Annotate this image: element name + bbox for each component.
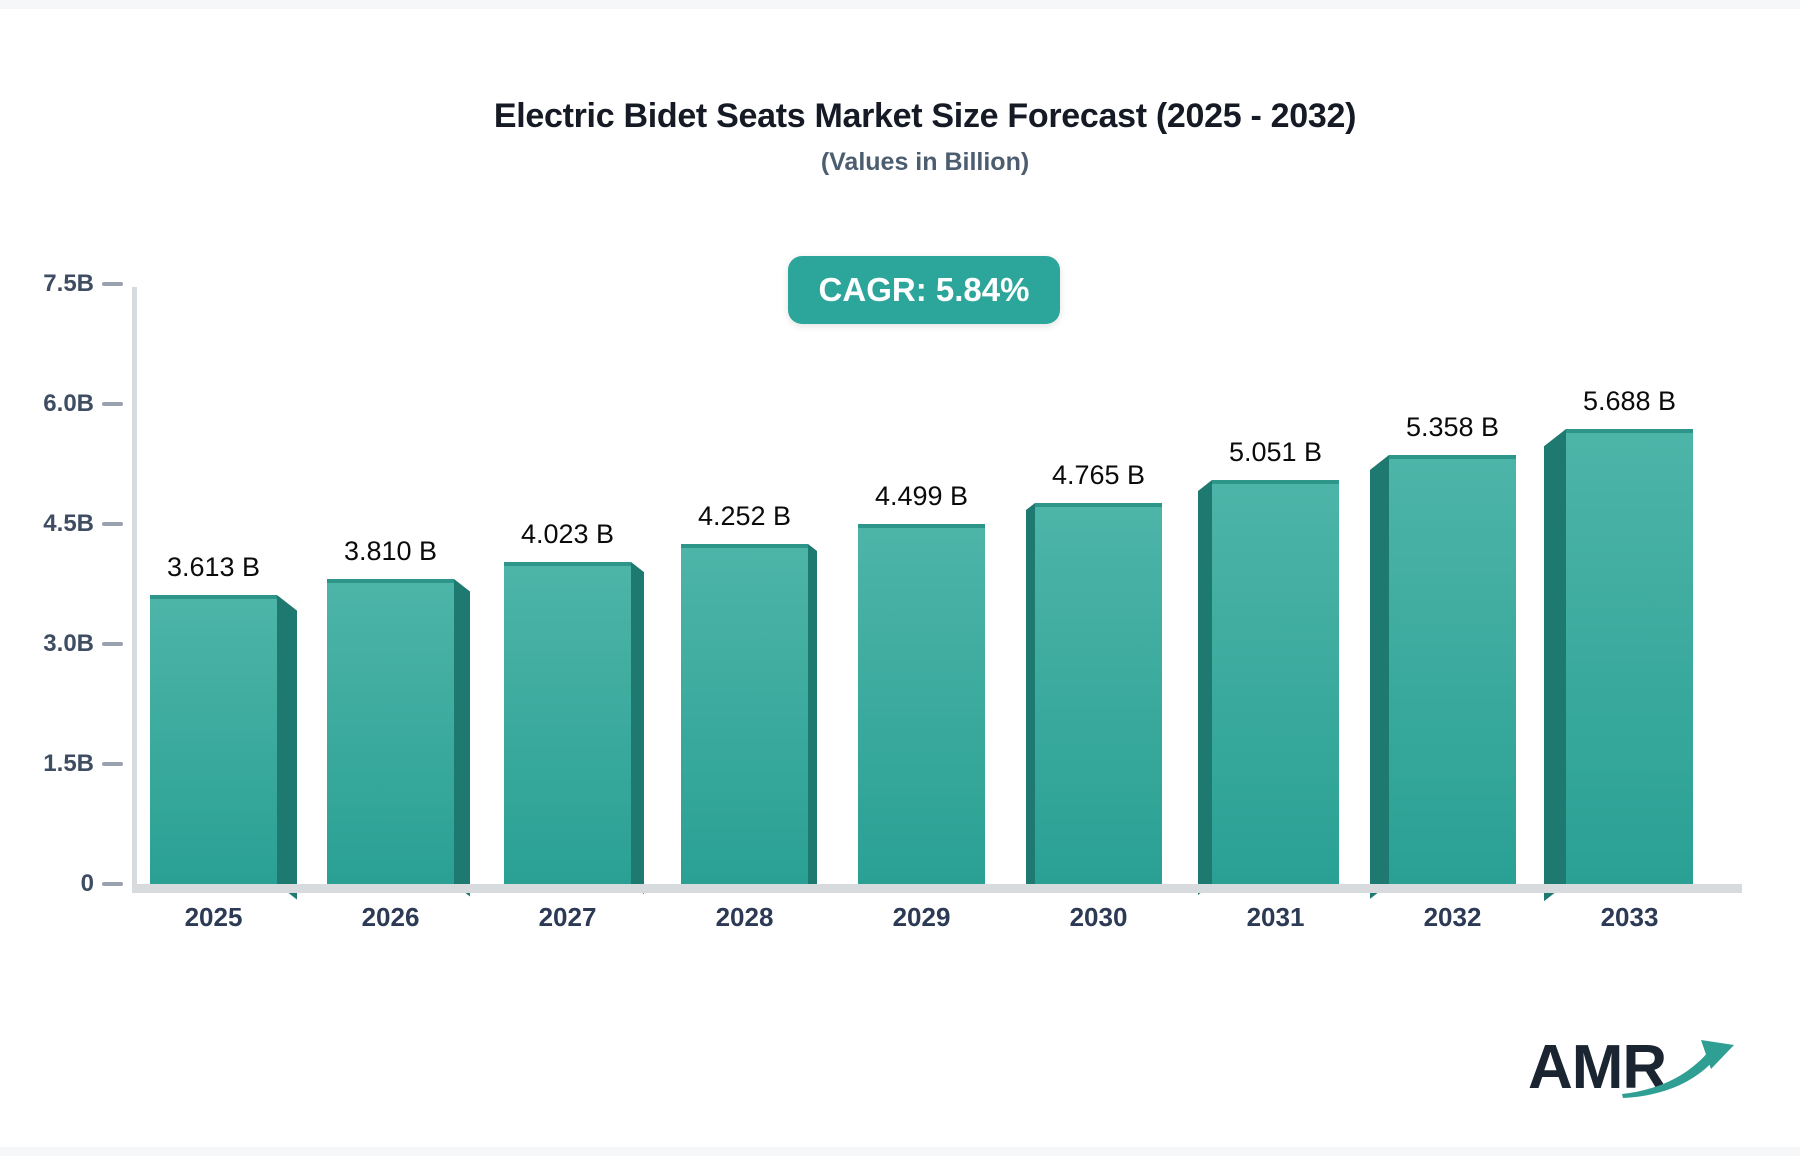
- bar-3d-side-2030: [1026, 502, 1035, 892]
- y-tick-label: 4.5B: [43, 510, 94, 537]
- chart-title: Electric Bidet Seats Market Size Forecas…: [493, 97, 1357, 135]
- y-tick-label: 7.5B: [43, 270, 94, 297]
- growth-arrow-icon: [1622, 1040, 1734, 1098]
- bar-value-label: 4.765 B: [1051, 459, 1146, 490]
- bar-2025: [150, 594, 277, 884]
- x-axis-label-2032: 2032: [1423, 902, 1482, 932]
- x-axis-label-2029: 2029: [892, 902, 951, 932]
- x-axis-label-2026: 2026: [361, 902, 420, 932]
- bar-value-label: 3.810 B: [343, 536, 438, 567]
- brand-logo: AMR: [1528, 1032, 1748, 1112]
- bar-3d-side-2025: [277, 594, 297, 900]
- y-tick-mark: [102, 282, 123, 286]
- y-tick-mark: [102, 882, 123, 886]
- x-axis-label-2031: 2031: [1246, 902, 1305, 932]
- y-tick-label: 1.5B: [43, 750, 94, 777]
- bar-value-label: 4.252 B: [697, 500, 792, 531]
- chart-subtitle: (Values in Billion): [820, 148, 1030, 176]
- bar-value-label: 4.499 B: [874, 481, 969, 512]
- bar-3d-side-2033: [1544, 428, 1566, 902]
- bar-value-label: 5.358 B: [1405, 412, 1500, 443]
- page-bottom-border: [0, 1147, 1800, 1156]
- bar-3d-side-2028: [808, 543, 817, 892]
- x-axis-baseline: [132, 884, 1742, 893]
- bar-2026: [327, 579, 454, 884]
- bar-2030: [1035, 502, 1162, 884]
- y-tick-label: 6.0B: [43, 390, 94, 417]
- bar-2033: [1566, 428, 1693, 884]
- bar-3d-side-2031: [1198, 479, 1212, 895]
- y-tick-label: 3.0B: [43, 630, 94, 657]
- page-top-border: [0, 0, 1800, 9]
- bar-3d-side-2026: [454, 579, 470, 897]
- bar-3d-side-2032: [1370, 455, 1389, 899]
- bar-value-label: 3.613 B: [166, 551, 261, 582]
- y-tick-mark: [102, 762, 123, 766]
- x-axis-label-2027: 2027: [538, 902, 597, 932]
- y-tick-label: 0: [80, 870, 94, 897]
- y-tick-mark: [102, 402, 123, 406]
- bar-2029: [858, 524, 985, 884]
- y-tick-mark: [102, 522, 123, 526]
- y-tick-mark: [102, 642, 123, 646]
- bar-2027: [504, 562, 631, 884]
- bar-value-label: 4.023 B: [520, 519, 615, 550]
- bar-2031: [1212, 479, 1339, 884]
- bar-value-label: 5.051 B: [1228, 436, 1323, 467]
- x-axis-label-2030: 2030: [1069, 902, 1128, 932]
- bar-2028: [681, 543, 808, 884]
- x-axis-label-2025: 2025: [184, 902, 243, 932]
- x-axis-label-2033: 2033: [1600, 902, 1659, 932]
- bar-2032: [1389, 455, 1516, 884]
- y-axis-line: [132, 287, 137, 893]
- bar-value-label: 5.688 B: [1582, 385, 1677, 416]
- cagr-badge: CAGR: 5.84%: [788, 256, 1060, 324]
- bar-3d-side-2027: [631, 562, 644, 895]
- x-axis-label-2028: 2028: [715, 902, 774, 932]
